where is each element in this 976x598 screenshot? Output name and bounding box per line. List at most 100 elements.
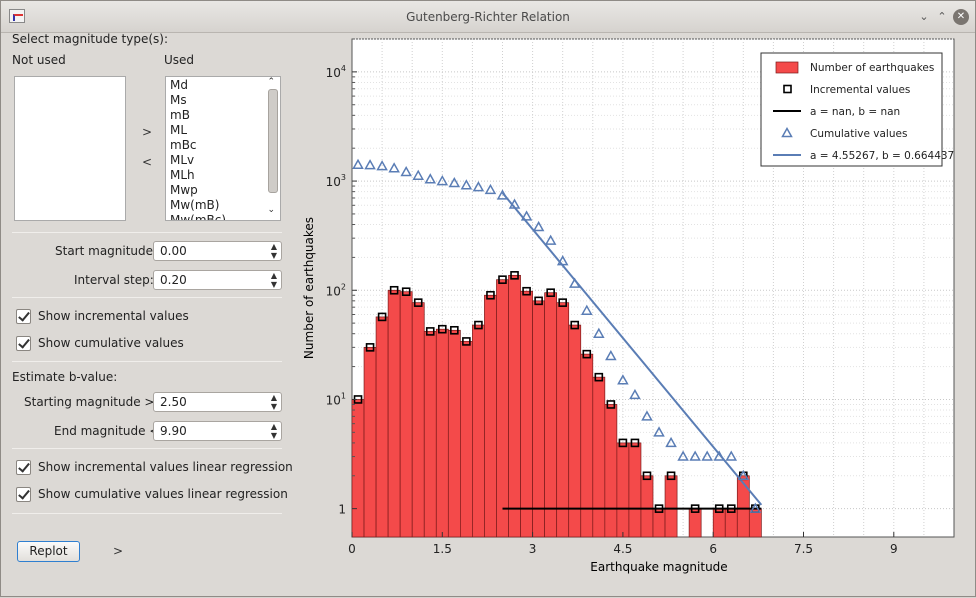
histogram-bar [435, 328, 449, 538]
move-to-not-used-button[interactable]: < [142, 155, 153, 169]
list-item[interactable]: Ms [170, 93, 187, 107]
divider [12, 361, 282, 362]
move-to-used-button[interactable]: > [142, 125, 153, 139]
list-item[interactable]: mB [170, 108, 190, 122]
y-tick-base: 10 [326, 284, 341, 298]
scroll-down-icon[interactable]: ⌄ [267, 205, 275, 215]
incremental-point [594, 372, 604, 382]
list-item[interactable]: MLh [170, 168, 195, 182]
not-used-list[interactable] [14, 76, 126, 221]
title-bar: Gutenberg-Richter Relation ⌄ ⌃ ✕ [1, 1, 975, 33]
x-tick-label: 6 [709, 542, 717, 556]
legend-entry-label: a = nan, b = nan [810, 106, 900, 118]
histogram-bar [532, 300, 545, 538]
list-item[interactable]: Mw(mB) [170, 198, 220, 212]
cumulative-point [436, 175, 449, 186]
maximize-icon[interactable]: ⌃ [937, 10, 947, 23]
list-item[interactable]: Mw(mBc) [170, 213, 227, 221]
interval-step-spinbox[interactable]: 0.20 ▲ ▼ [153, 270, 282, 290]
spin-arrows-icon[interactable]: ▲ ▼ [270, 242, 277, 260]
incremental-point [377, 312, 387, 322]
end-magnitude-label: End magnitude < [54, 424, 160, 438]
y-tick-exponent: 1 [341, 391, 346, 400]
replot-button[interactable]: Replot [17, 541, 80, 562]
incremental-point [474, 320, 483, 330]
histogram-bar [508, 274, 521, 538]
start-magnitude-spinbox[interactable]: 0.00 ▲ ▼ [153, 241, 282, 261]
histogram-bar [484, 294, 497, 538]
incremental-point [714, 504, 724, 513]
minimize-icon[interactable]: ⌄ [919, 10, 929, 23]
close-icon[interactable]: ✕ [953, 9, 969, 25]
histogram-bar [411, 302, 425, 538]
scroll-up-icon[interactable]: ⌃ [267, 77, 275, 87]
y-tick-exponent: 3 [341, 173, 346, 182]
spin-arrows-icon[interactable]: ▲ ▼ [270, 393, 277, 411]
incremental-point [690, 504, 700, 513]
interval-step-label: Interval step: [74, 273, 154, 287]
incremental-markers [353, 271, 760, 513]
show-cumulative-regression-checkbox[interactable] [16, 487, 31, 502]
cumulative-point [580, 304, 593, 315]
show-incremental-regression-checkbox[interactable] [16, 460, 31, 475]
show-incremental-label: Show incremental values [38, 309, 189, 323]
y-tick-label: 1 [338, 503, 346, 517]
list-item[interactable]: ML [170, 123, 188, 137]
histogram-bar [640, 475, 654, 538]
histogram-bar [399, 291, 413, 538]
histogram-bar [520, 290, 533, 538]
show-cumulative-checkbox[interactable] [16, 336, 31, 351]
histogram-bar [628, 442, 642, 538]
incremental-point [522, 286, 531, 296]
y-tick-base: 1 [338, 503, 346, 517]
histogram-bar [472, 324, 485, 538]
cumulative-point [448, 176, 461, 188]
divider [12, 448, 282, 449]
incremental-point [726, 504, 736, 513]
show-cumulative-regression-label: Show cumulative values linear regression [38, 487, 288, 501]
histogram-bar [447, 329, 461, 538]
legend-square-swatch [783, 84, 792, 94]
cumulative-point [556, 255, 569, 266]
histogram-bar [460, 341, 473, 538]
x-tick-label: 0 [348, 542, 356, 556]
expand-panel-button[interactable]: > [113, 544, 124, 558]
select-magnitude-label: Select magnitude type(s): [12, 32, 169, 46]
used-list[interactable]: Md Ms mB ML mBc MLv MLh Mwp Mw(mB) Mw(mB… [165, 76, 281, 221]
spin-arrows-icon[interactable]: ▲ ▼ [270, 422, 277, 440]
spin-arrows-icon[interactable]: ▲ ▼ [270, 271, 277, 289]
used-list-scrollbar[interactable] [268, 89, 278, 195]
cumulative-point [593, 327, 605, 338]
starting-magnitude-label: Starting magnitude >= [24, 395, 165, 409]
cumulative-point [352, 158, 364, 170]
histogram-bar [375, 316, 389, 538]
list-item[interactable]: MLv [170, 153, 195, 167]
histogram-bar [387, 289, 401, 538]
incremental-point [425, 327, 435, 336]
starting-magnitude-spinbox[interactable]: 2.50 ▲ ▼ [153, 392, 282, 412]
show-incremental-regression-label: Show incremental values linear regressio… [38, 460, 293, 474]
show-incremental-checkbox[interactable] [16, 309, 31, 324]
show-cumulative-label: Show cumulative values [38, 336, 184, 350]
incremental-point [450, 325, 459, 335]
end-magnitude-spinbox[interactable]: 9.90 ▲ ▼ [153, 421, 282, 441]
y-tick-base: 10 [326, 175, 341, 189]
cumulative-point [713, 450, 726, 461]
incremental-point [642, 471, 652, 481]
list-item[interactable]: Md [170, 78, 188, 92]
y-tick-base: 10 [326, 66, 341, 80]
list-item[interactable]: Mwp [170, 183, 198, 197]
incremental-point [486, 290, 495, 300]
incremental-point [618, 438, 628, 448]
x-tick-label: 1.5 [433, 542, 452, 556]
cumulative-point [532, 220, 545, 232]
list-item[interactable]: mBc [170, 138, 197, 152]
cumulative-point [544, 234, 557, 245]
cumulative-point [364, 159, 376, 170]
incremental-point [534, 296, 543, 306]
incremental-point [654, 504, 664, 513]
cumulative-point [689, 450, 701, 461]
scroll-thumb[interactable] [268, 89, 278, 193]
y-tick-label: 101 [326, 391, 346, 407]
legend-entry-label: Cumulative values [810, 128, 907, 140]
